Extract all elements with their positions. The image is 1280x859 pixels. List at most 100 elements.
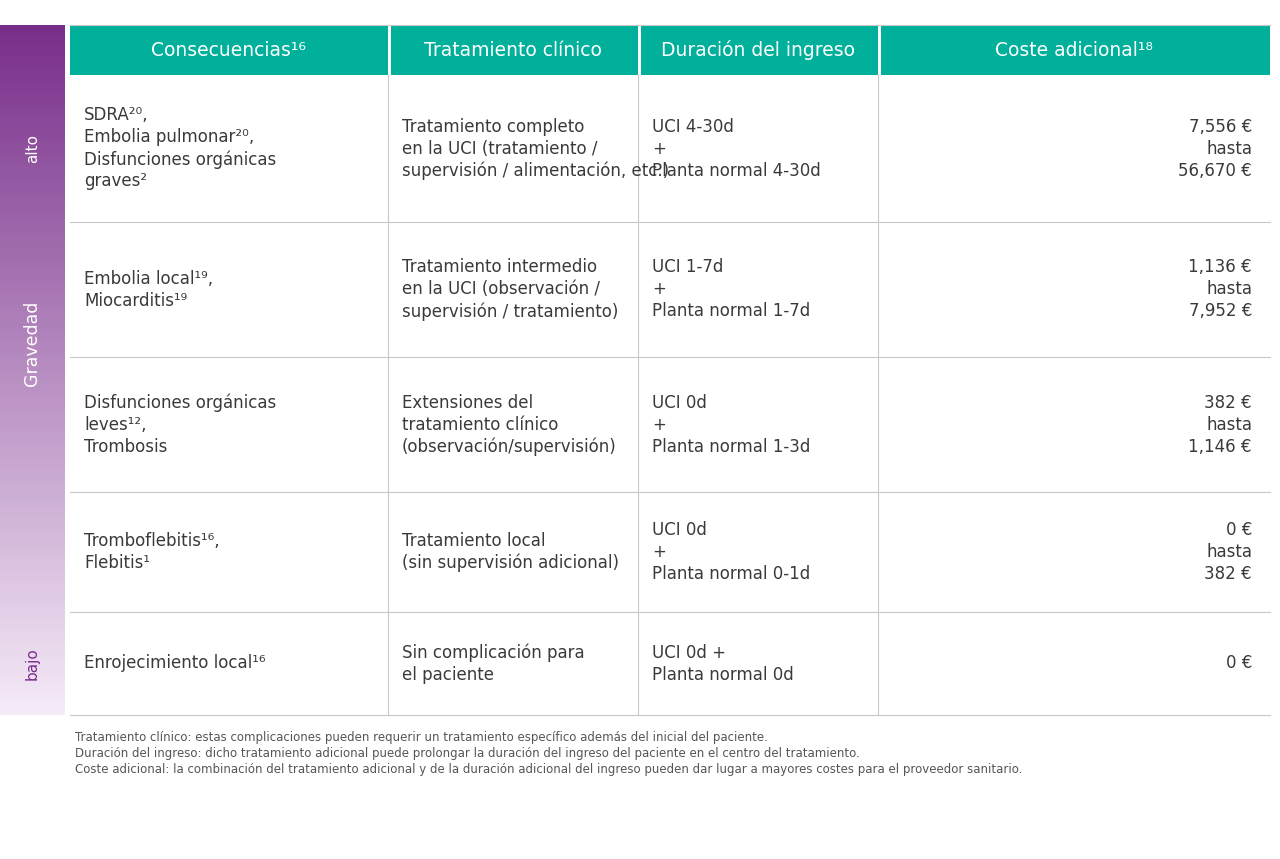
Bar [0,246,65,249]
Bar [0,107,65,112]
Bar [0,249,65,253]
Bar [0,405,65,408]
Text: +: + [652,416,666,434]
Bar [0,577,65,581]
Bar [0,356,65,360]
Bar [0,360,65,363]
Bar [0,528,65,532]
Text: 7,556 €: 7,556 € [1189,118,1252,136]
Bar [0,398,65,401]
Bar [0,632,65,636]
Bar [0,518,65,521]
Bar [0,87,65,90]
Bar [0,153,65,156]
Bar [0,256,65,259]
Bar [0,588,65,591]
Bar [0,525,65,528]
Bar [0,384,65,387]
Bar [0,259,65,263]
Text: Trombosis: Trombosis [84,437,168,455]
Bar [0,574,65,577]
Bar [0,332,65,336]
Bar [0,377,65,381]
Bar [0,125,65,129]
Bar [0,453,65,456]
Bar [0,101,65,104]
Text: Tratamiento intermedio: Tratamiento intermedio [402,259,598,277]
Bar [0,52,65,56]
Bar [0,612,65,615]
Bar [0,504,65,508]
Text: Gravedad: Gravedad [23,301,41,387]
Text: Planta normal 1-3d: Planta normal 1-3d [652,437,810,455]
Bar [0,511,65,515]
Bar [0,515,65,518]
Bar [0,704,65,708]
Bar [0,242,65,246]
Bar [0,439,65,442]
Text: UCI 1-7d: UCI 1-7d [652,259,723,277]
Bar [70,25,388,75]
Bar [0,194,65,198]
Bar [0,394,65,398]
Bar [0,122,65,125]
Bar [0,322,65,326]
Bar [0,425,65,429]
Text: hasta: hasta [1206,139,1252,157]
Text: Flebitis¹: Flebitis¹ [84,554,150,572]
Bar [0,56,65,59]
Bar [0,570,65,574]
Bar [0,297,65,301]
Bar [0,432,65,436]
Text: Tratamiento local: Tratamiento local [402,532,545,550]
Bar [0,294,65,297]
Bar [0,301,65,304]
Bar [0,350,65,353]
Bar [0,691,65,694]
Bar [0,225,65,228]
Bar [0,436,65,439]
Bar [0,487,65,490]
Bar [0,694,65,698]
Text: Coste adicional¹⁸: Coste adicional¹⁸ [995,40,1153,59]
Bar [0,90,65,94]
Bar [0,663,65,667]
Bar [0,387,65,391]
Bar [0,180,65,184]
Bar [0,146,65,149]
Text: tratamiento clínico: tratamiento clínico [402,416,558,434]
Bar [0,28,65,32]
Bar [0,598,65,601]
Bar [0,156,65,160]
Text: +: + [652,281,666,298]
Bar [0,222,65,225]
Text: supervisión / tratamiento): supervisión / tratamiento) [402,302,618,320]
Bar [0,104,65,107]
Bar [0,636,65,639]
Bar [0,339,65,343]
Text: Planta normal 4-30d: Planta normal 4-30d [652,161,820,180]
Bar [0,277,65,280]
Text: Enrojecimiento local¹⁶: Enrojecimiento local¹⁶ [84,655,265,673]
Bar [0,667,65,670]
Text: Duración del ingreso: dicho tratamiento adicional puede prolongar la duración de: Duración del ingreso: dicho tratamiento … [76,747,860,760]
Bar [0,463,65,466]
Bar [0,591,65,594]
Text: +: + [652,139,666,157]
Bar [0,680,65,684]
Text: UCI 0d: UCI 0d [652,393,707,411]
Bar [0,673,65,677]
Bar [0,408,65,411]
Bar [0,553,65,557]
Bar [0,39,65,42]
Bar [0,80,65,83]
Bar [0,477,65,480]
Bar [0,466,65,470]
Bar [0,418,65,422]
Text: Embolia pulmonar²⁰,: Embolia pulmonar²⁰, [84,129,255,147]
Bar [0,187,65,191]
Text: Sin complicación para: Sin complicación para [402,643,585,661]
Bar [0,550,65,553]
Bar [0,653,65,656]
Bar [0,266,65,270]
